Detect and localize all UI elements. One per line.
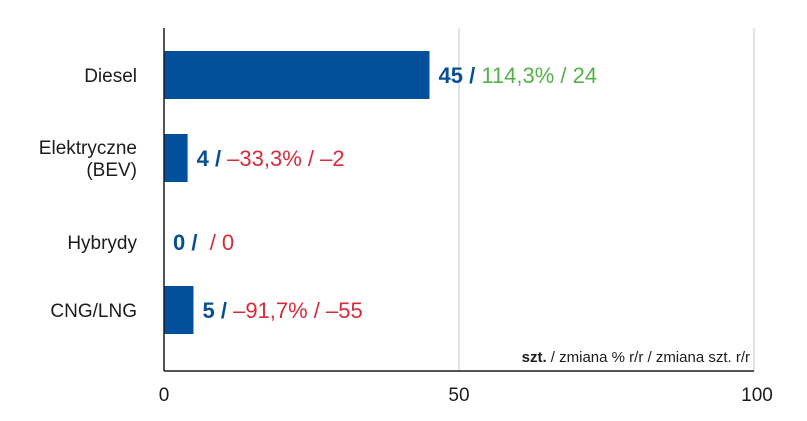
axis-layer	[163, 28, 754, 372]
bar-0	[164, 51, 430, 99]
x-tick-label-50: 50	[448, 385, 469, 406]
bar-layer	[164, 51, 430, 334]
unit-note: szt. / zmiana % r/r / zmiana szt. r/r	[522, 349, 750, 366]
category-label-3: CNG/LNG	[50, 301, 137, 322]
category-label-1-line-0: Elektryczne	[39, 138, 137, 159]
value-change-3: –91,7% / –55	[233, 298, 363, 323]
bar-1	[164, 134, 188, 182]
unit-note-bold: szt.	[522, 349, 547, 366]
value-label-1: 4 / –33,3% / –2	[197, 146, 345, 171]
category-label-1-line-1: (BEV)	[86, 160, 137, 181]
x-tick-label-100: 100	[741, 385, 773, 406]
category-label-0: Diesel	[84, 66, 137, 87]
x-tick-label-0: 0	[159, 385, 170, 406]
category-label-2: Hybrydy	[67, 233, 137, 254]
value-count-0: 45 /	[439, 63, 482, 88]
value-count-1: 4 /	[197, 146, 228, 171]
value-change-0: 114,3% / 24	[481, 63, 597, 88]
bar-3	[164, 286, 194, 334]
value-label-0: 45 / 114,3% / 24	[439, 63, 598, 88]
value-change-1: –33,3% / –2	[227, 146, 344, 171]
value-label-2: 0 / / 0	[173, 230, 234, 255]
label-layer: 0 50 100 Diesel Elektryczne(BEV) Hybrydy CNG/L…	[39, 63, 773, 406]
value-change-2: / 0	[204, 230, 235, 255]
grid-layer	[458, 28, 755, 371]
unit-note-rest: / zmiana % r/r / zmiana szt. r/r	[547, 349, 750, 366]
value-count-3: 5 /	[203, 298, 234, 323]
value-count-2: 0 /	[173, 230, 204, 255]
value-label-3: 5 / –91,7% / –55	[203, 298, 363, 323]
